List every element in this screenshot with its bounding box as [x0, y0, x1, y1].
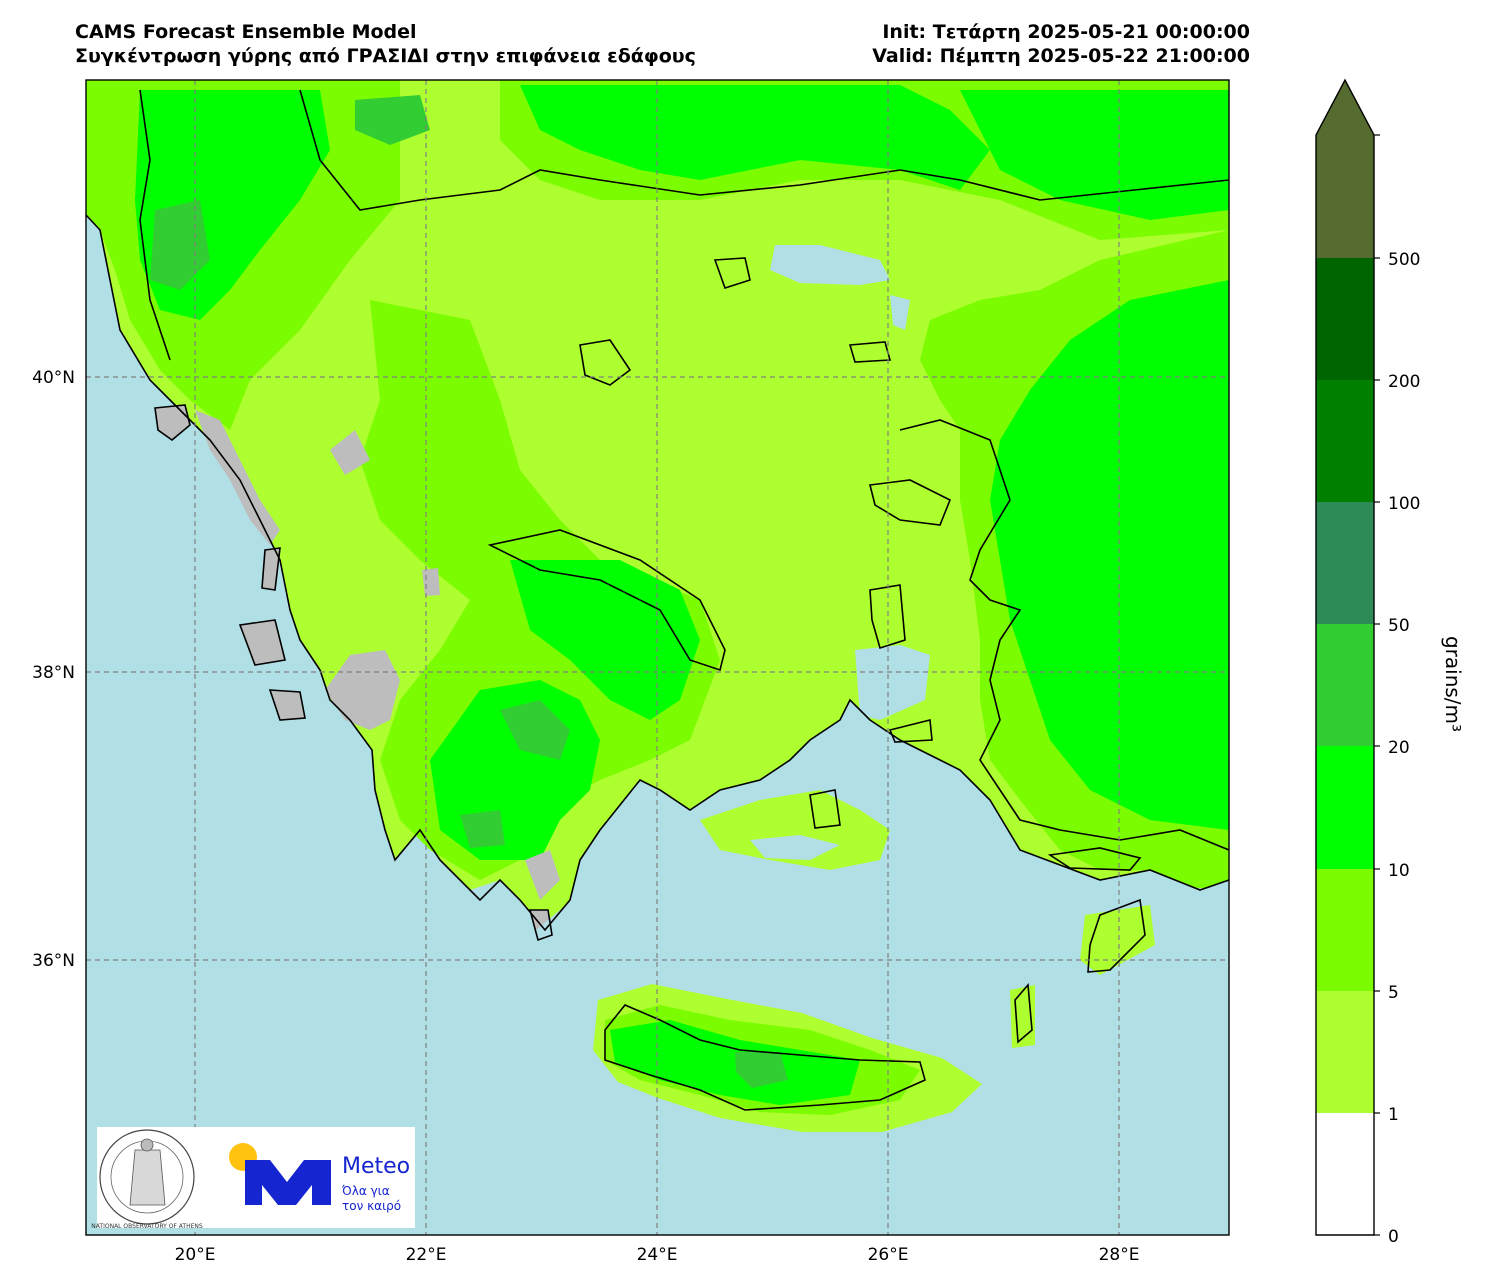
colorbar-label: grains/m³ [1441, 636, 1465, 732]
colorbar-tick-0: 0 [1388, 1227, 1399, 1247]
colorbar-tick-10: 10 [1388, 861, 1410, 881]
lon-label-26: 26°E [868, 1245, 909, 1265]
coast-kythira [528, 909, 553, 942]
greyed-land-grass [422, 568, 440, 596]
greyed-land-mani [525, 850, 560, 900]
colorbar-bin-200 [1316, 258, 1374, 380]
coast-chios [869, 584, 906, 650]
colorbar-tick-5: 5 [1388, 983, 1399, 1003]
lon-label-28: 28°E [1099, 1245, 1140, 1265]
colorbar-bin-20 [1316, 624, 1374, 746]
colorbar-extend-arrow [1316, 80, 1374, 258]
sea-north-aegean-inlet [890, 295, 910, 330]
lat-label-40: 40°N [32, 368, 75, 388]
sea-south-inner [700, 790, 890, 870]
zone-attica [510, 560, 700, 720]
zone-anatolia [990, 280, 1229, 830]
coast-lemnos [848, 341, 892, 363]
chart-title: CAMS Forecast Ensemble Model Συγκέντρωση… [75, 20, 696, 68]
meteo-logo: Meteo Όλα για τον καιρό [229, 1143, 410, 1213]
zone-high-1 [150, 200, 210, 290]
greyed-land-west-pelop [325, 650, 400, 730]
colorbar-ticks [1374, 134, 1380, 1236]
greyed-land-zakynthos [270, 690, 305, 720]
greyed-land-thessaly [330, 430, 370, 475]
gridlines [86, 80, 1229, 1235]
crete-core [610, 1020, 860, 1105]
init-time: Init: Τετάρτη 2025-05-21 00:00:00 [882, 21, 1250, 43]
lon-label-22: 22°E [406, 1245, 447, 1265]
coast-kos [1047, 847, 1142, 871]
sea-euboea-gulf [855, 645, 930, 720]
variable-description: Συγκέντρωση γύρης από ΓΡΑΣΙΔΙ στην επιφά… [75, 45, 696, 67]
seal-text: NATIONAL OBSERVATORY OF ATHENS [91, 1223, 203, 1230]
colorbar-bin-50 [1316, 502, 1374, 624]
crete-peak [735, 1052, 788, 1088]
map-panel: NATIONAL OBSERVATORY OF ATHENS Meteo Όλα… [86, 80, 1229, 1235]
coast-lesvos [869, 479, 952, 526]
colorbar-tick-1: 1 [1388, 1105, 1399, 1125]
coast-border-north [299, 89, 1229, 211]
lat-label-38: 38°N [32, 663, 75, 683]
valid-time: Valid: Πέμπτη 2025-05-22 21:00:00 [872, 45, 1250, 67]
rhodes-halo [1080, 905, 1155, 975]
colorbar-bin-10 [1316, 746, 1374, 869]
observatory-seal-logo: NATIONAL OBSERVATORY OF ATHENS [91, 1129, 203, 1230]
coast-rhodes [1087, 898, 1146, 973]
colorbar-tick-100: 100 [1388, 494, 1420, 514]
colorbar-bin-5 [1316, 869, 1374, 991]
map-frame [85, 79, 1230, 1236]
zone-high-2 [500, 700, 570, 760]
greyed-land-corfu [155, 405, 190, 440]
forecast-times: Init: Τετάρτη 2025-05-21 00:00:00 Valid:… [872, 20, 1250, 68]
coastlines [86, 89, 1229, 1111]
coast-border-albania [139, 89, 171, 361]
colorbar: 0 1 5 10 20 50 100 200 500 grains/m³ [1315, 78, 1465, 1247]
meteo-tagline-2: τον καιρό [342, 1199, 401, 1213]
colorbar-bin-0 [1316, 1113, 1374, 1235]
coast-zakynthos [268, 689, 306, 721]
coast-thasos [713, 257, 751, 289]
colorbar-tick-50: 50 [1388, 616, 1410, 636]
meteo-name: Meteo [342, 1154, 410, 1179]
coast-lefkada [261, 547, 281, 591]
meteo-m-icon [245, 1160, 331, 1205]
coast-naxos [809, 789, 841, 829]
sea-south-inner-2 [750, 835, 840, 860]
model-name: CAMS Forecast Ensemble Model [75, 21, 417, 43]
colorbar-tick-20: 20 [1388, 738, 1410, 758]
sea-thermaikos [770, 245, 890, 285]
colorbar-outline [1315, 78, 1375, 1236]
coast-crete [604, 1004, 926, 1111]
coast-euboea [487, 529, 726, 672]
lat-label-36: 36°N [32, 951, 75, 971]
zone-high-4 [460, 810, 505, 848]
lon-label-20: 20°E [175, 1245, 216, 1265]
colorbar-tick-200: 200 [1388, 372, 1420, 392]
colorbar-bin-1 [1316, 991, 1374, 1113]
zone-bulgaria [520, 85, 990, 190]
zone-high-5 [355, 95, 430, 145]
coast-karpathos [1014, 983, 1033, 1044]
meteo-tagline-1: Όλα για [341, 1184, 390, 1198]
coast-mainland [86, 214, 1229, 932]
colorbar-tick-500: 500 [1388, 250, 1420, 270]
coast-corfu [154, 404, 191, 442]
lon-label-24: 24°E [637, 1245, 678, 1265]
coast-turkey [899, 419, 1229, 851]
coast-kefalonia [238, 619, 286, 666]
coast-samos [888, 718, 933, 743]
colorbar-bin-100 [1316, 380, 1374, 502]
